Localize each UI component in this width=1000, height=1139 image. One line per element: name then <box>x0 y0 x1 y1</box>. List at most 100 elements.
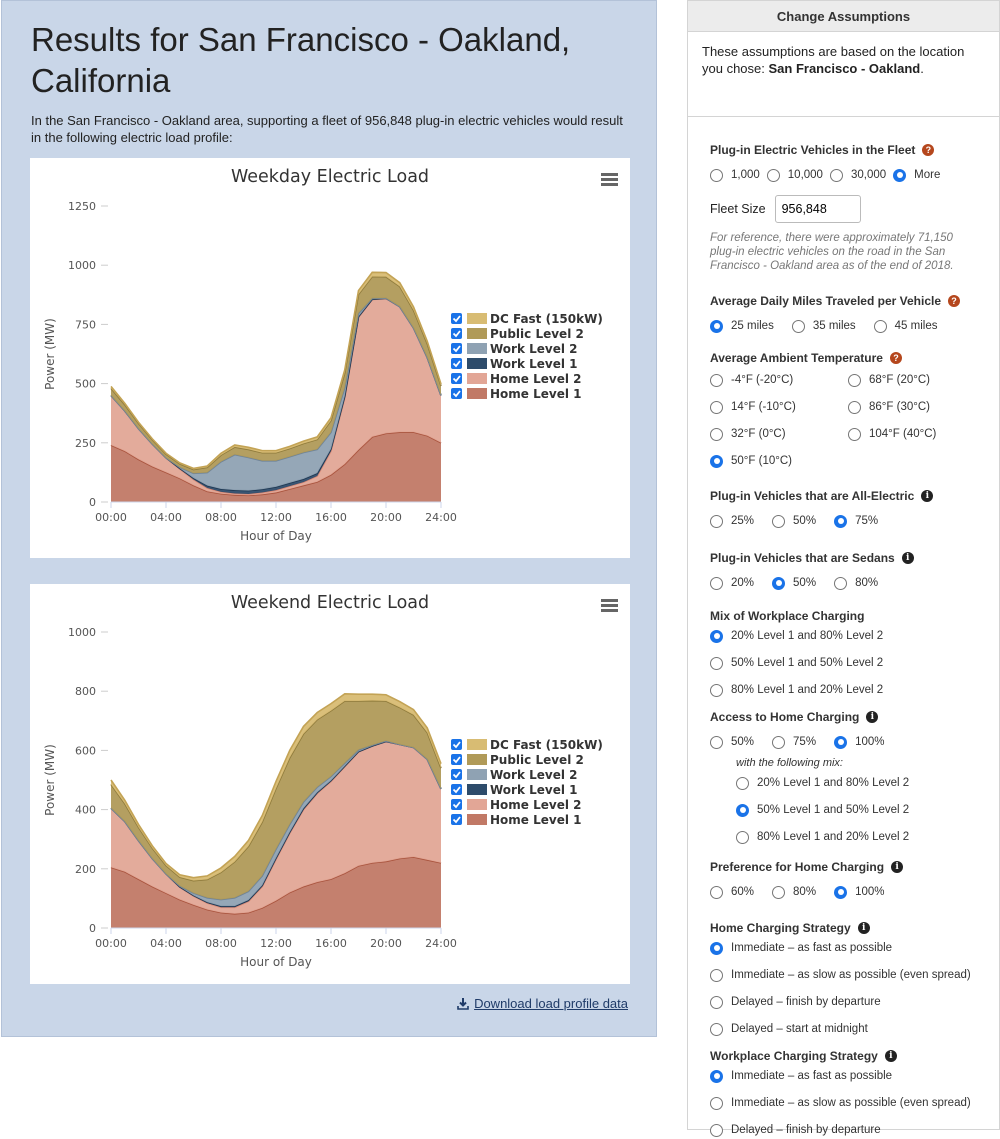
radio-option[interactable]: 14°F (-10°C) <box>710 398 848 416</box>
radio-button[interactable] <box>710 1022 723 1036</box>
radio-button[interactable] <box>848 427 861 441</box>
info-icon[interactable]: i <box>866 711 879 723</box>
radio-option[interactable]: Delayed – finish by departure <box>710 993 999 1011</box>
radio-selected[interactable] <box>772 576 786 590</box>
radio-button[interactable] <box>710 995 723 1009</box>
radio-button[interactable] <box>766 168 780 182</box>
radio-option[interactable]: 50% <box>710 735 754 749</box>
info-icon[interactable]: i <box>921 490 934 502</box>
question-icon[interactable]: ? <box>922 144 935 156</box>
radio-option[interactable]: 100% <box>834 735 884 749</box>
legend-item[interactable]: Public Level 2 <box>451 753 584 767</box>
radio-selected[interactable] <box>736 803 749 817</box>
radio-option[interactable]: 60% <box>710 885 754 899</box>
radio-selected[interactable] <box>893 168 907 182</box>
legend-item[interactable]: Home Level 2 <box>451 798 582 812</box>
radio-option[interactable]: 100% <box>834 885 884 899</box>
radio-button[interactable] <box>736 776 749 790</box>
radio-button[interactable] <box>772 735 786 749</box>
checkbox-checked-icon[interactable] <box>451 343 462 354</box>
legend-item[interactable]: Public Level 2 <box>451 327 584 341</box>
legend-item[interactable]: Work Level 2 <box>451 342 578 356</box>
radio-option[interactable]: 30,000 <box>829 168 886 182</box>
info-icon[interactable]: i <box>901 552 914 564</box>
radio-button[interactable] <box>829 168 843 182</box>
info-icon[interactable]: i <box>857 922 870 934</box>
checkbox-checked-icon[interactable] <box>451 388 462 399</box>
radio-button[interactable] <box>710 576 723 590</box>
radio-selected[interactable] <box>710 629 723 643</box>
radio-button[interactable] <box>710 400 723 414</box>
legend-item[interactable]: Work Level 2 <box>451 768 578 782</box>
legend-item[interactable]: Home Level 2 <box>451 372 582 386</box>
radio-option[interactable]: 80% Level 1 and 20% Level 2 <box>710 681 999 699</box>
legend-item[interactable]: DC Fast (150kW) <box>451 312 603 326</box>
radio-button[interactable] <box>791 319 805 333</box>
checkbox-checked-icon[interactable] <box>451 814 462 825</box>
radio-option[interactable]: -4°F (-20°C) <box>710 371 848 389</box>
radio-button[interactable] <box>710 373 723 387</box>
radio-option[interactable]: Delayed – finish by departure <box>710 1121 999 1139</box>
radio-button[interactable] <box>710 735 723 749</box>
checkbox-checked-icon[interactable] <box>451 739 462 750</box>
question-icon[interactable]: ? <box>948 295 961 307</box>
radio-option[interactable]: 80% <box>772 885 816 899</box>
legend-item[interactable]: Work Level 1 <box>451 357 578 371</box>
radio-button[interactable] <box>710 683 723 697</box>
radio-option[interactable]: More <box>893 168 940 182</box>
radio-option[interactable]: 80% Level 1 and 20% Level 2 <box>736 828 999 846</box>
radio-selected[interactable] <box>834 735 848 749</box>
legend-item[interactable]: Home Level 1 <box>451 813 582 827</box>
radio-selected[interactable] <box>710 1069 723 1083</box>
radio-button[interactable] <box>848 373 861 387</box>
radio-button[interactable] <box>710 885 723 899</box>
radio-option[interactable]: 50% <box>772 514 816 528</box>
radio-option[interactable]: 75% <box>772 735 816 749</box>
checkbox-checked-icon[interactable] <box>451 754 462 765</box>
radio-option[interactable]: 80% <box>834 576 878 590</box>
radio-selected[interactable] <box>710 941 723 955</box>
checkbox-checked-icon[interactable] <box>451 358 462 369</box>
radio-selected[interactable] <box>834 885 848 899</box>
radio-option[interactable]: 68°F (20°C) <box>848 371 978 389</box>
radio-selected[interactable] <box>710 454 723 468</box>
radio-button[interactable] <box>710 1123 723 1137</box>
radio-option[interactable]: 104°F (40°C) <box>848 425 978 443</box>
radio-button[interactable] <box>710 168 723 182</box>
legend-item[interactable]: Home Level 1 <box>451 387 582 401</box>
legend-item[interactable]: DC Fast (150kW) <box>451 738 603 752</box>
radio-option[interactable]: 25 miles <box>710 319 774 333</box>
radio-button[interactable] <box>710 1096 723 1110</box>
radio-button[interactable] <box>710 968 723 982</box>
question-icon[interactable]: ? <box>889 352 902 364</box>
radio-selected[interactable] <box>710 319 723 333</box>
checkbox-checked-icon[interactable] <box>451 784 462 795</box>
checkbox-checked-icon[interactable] <box>451 769 462 780</box>
radio-option[interactable]: 20% <box>710 576 754 590</box>
radio-option[interactable]: 75% <box>834 514 878 528</box>
radio-option[interactable]: 32°F (0°C) <box>710 425 848 443</box>
radio-option[interactable]: 10,000 <box>766 168 823 182</box>
hamburger-menu-icon[interactable] <box>601 173 618 186</box>
radio-button[interactable] <box>710 427 723 441</box>
radio-button[interactable] <box>710 514 723 528</box>
radio-option[interactable]: 50% Level 1 and 50% Level 2 <box>710 654 999 672</box>
radio-option[interactable]: Immediate – as fast as possible <box>710 939 999 957</box>
checkbox-checked-icon[interactable] <box>451 328 462 339</box>
radio-option[interactable]: 50% Level 1 and 50% Level 2 <box>736 801 999 819</box>
radio-option[interactable]: 20% Level 1 and 80% Level 2 <box>710 627 999 645</box>
radio-button[interactable] <box>772 885 786 899</box>
radio-button[interactable] <box>736 830 749 844</box>
checkbox-checked-icon[interactable] <box>451 313 462 324</box>
radio-option[interactable]: 50°F (10°C) <box>710 452 848 470</box>
info-icon[interactable]: i <box>891 861 904 873</box>
fleet-size-input[interactable] <box>774 195 861 223</box>
checkbox-checked-icon[interactable] <box>451 799 462 810</box>
download-load-profile-link[interactable]: Download load profile data <box>457 996 628 1011</box>
radio-option[interactable]: 35 miles <box>791 319 856 333</box>
checkbox-checked-icon[interactable] <box>451 373 462 384</box>
radio-selected[interactable] <box>834 514 848 528</box>
hamburger-menu-icon[interactable] <box>601 599 618 612</box>
radio-button[interactable] <box>710 656 723 670</box>
radio-button[interactable] <box>873 319 887 333</box>
